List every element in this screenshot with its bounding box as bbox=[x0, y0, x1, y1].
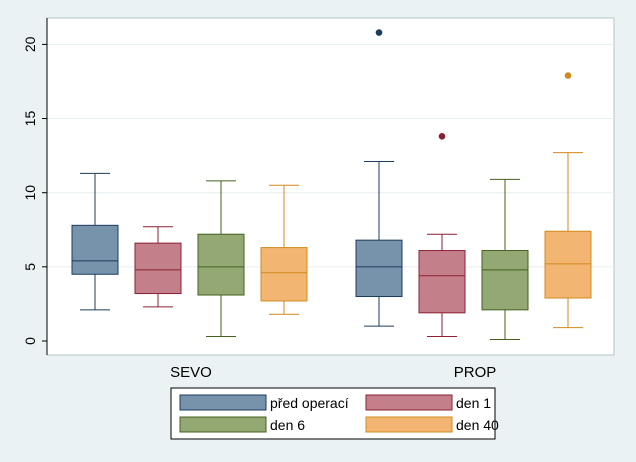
legend-label: před operací bbox=[270, 395, 349, 411]
plot-area bbox=[46, 17, 615, 356]
box-sevo-2 bbox=[134, 226, 182, 308]
y-tick-label: 5 bbox=[22, 263, 38, 271]
outlier-point bbox=[564, 72, 572, 79]
x-categories: SEVO PROP bbox=[170, 364, 496, 381]
outlier-point bbox=[375, 29, 383, 36]
iqr-box bbox=[418, 250, 466, 314]
category-label: PROP bbox=[454, 364, 497, 381]
y-tick-label: 15 bbox=[22, 111, 38, 127]
category-label: SEVO bbox=[170, 364, 212, 381]
iqr-box bbox=[71, 224, 119, 275]
legend-label: den 6 bbox=[270, 417, 305, 433]
box-prop-3 bbox=[481, 178, 529, 341]
iqr-box bbox=[134, 242, 182, 295]
box-prop-1 bbox=[355, 29, 403, 327]
legend: před operací den 1 den 6 den 40 bbox=[170, 387, 499, 440]
legend-swatch bbox=[179, 416, 267, 433]
box-groups bbox=[71, 29, 592, 341]
iqr-box bbox=[481, 250, 529, 311]
iqr-box bbox=[544, 230, 592, 299]
legend-swatch bbox=[179, 394, 267, 411]
iqr-box bbox=[355, 239, 403, 298]
iqr-box bbox=[197, 233, 245, 296]
legend-label: den 40 bbox=[456, 417, 499, 433]
legend-swatch bbox=[365, 394, 453, 411]
legend-item: den 6 bbox=[179, 416, 305, 433]
box-sevo-4 bbox=[260, 184, 308, 315]
outlier-point bbox=[438, 133, 446, 140]
y-tick-label: 20 bbox=[22, 36, 38, 52]
legend-swatch bbox=[365, 416, 453, 433]
box-prop-2 bbox=[418, 133, 466, 338]
box-sevo-1 bbox=[71, 172, 119, 311]
legend-item: před operací bbox=[179, 394, 349, 411]
legend-item: den 1 bbox=[365, 394, 491, 411]
y-tick-label: 10 bbox=[22, 185, 38, 201]
legend-item: den 40 bbox=[365, 416, 499, 433]
iqr-box bbox=[260, 247, 308, 302]
box-prop-4 bbox=[544, 72, 592, 329]
y-axis: 0 5 10 15 20 bbox=[22, 18, 48, 355]
legend-label: den 1 bbox=[456, 395, 491, 411]
box-sevo-3 bbox=[197, 180, 245, 338]
y-tick-label: 0 bbox=[22, 337, 38, 345]
